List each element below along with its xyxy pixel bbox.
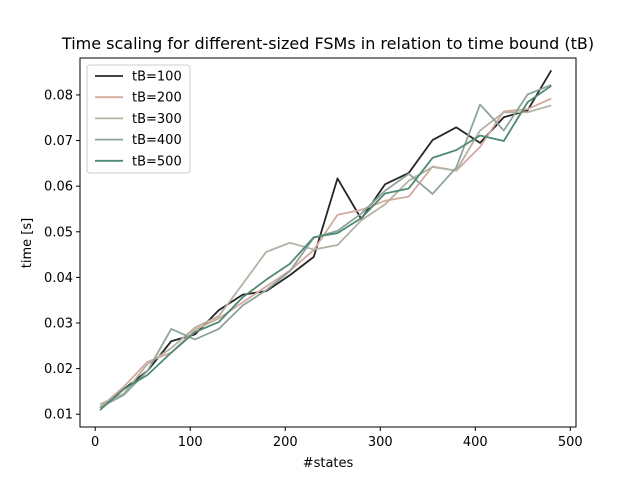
x-tick-label: 200 <box>273 435 298 450</box>
y-tick-label: 0.02 <box>44 362 73 377</box>
legend-label: tB=300 <box>132 112 182 127</box>
x-axis-label: #states <box>303 456 354 471</box>
series-line-1 <box>99 69 553 409</box>
y-tick-label: 0.01 <box>44 408 73 423</box>
x-tick-label: 400 <box>463 435 488 450</box>
legend-label: tB=200 <box>132 91 182 106</box>
legend-label: tB=400 <box>132 133 182 148</box>
legend-label: tB=500 <box>132 154 182 169</box>
legend-box <box>86 64 191 174</box>
y-tick-label: 0.07 <box>44 134 73 149</box>
series-line-5 <box>99 85 552 411</box>
x-tick-label: 100 <box>178 435 203 450</box>
y-tick-label: 0.03 <box>44 317 73 332</box>
x-tick-label: 300 <box>368 435 393 450</box>
x-tick-label: 500 <box>558 435 583 450</box>
y-tick-label: 0.05 <box>44 225 73 240</box>
chart-title: Time scaling for different-sized FSMs in… <box>61 34 594 53</box>
y-axis-label: time [s] <box>20 218 35 268</box>
y-tick-label: 0.06 <box>44 180 73 195</box>
plot-area: 0 100 200 300 400 500 0.01 0.02 0.03 0.04 0.05 0.06… <box>44 57 583 450</box>
legend-label: tB=100 <box>132 70 182 85</box>
plot-frame <box>79 57 577 428</box>
x-tick-label: 0 <box>91 435 99 450</box>
y-tick-label: 0.04 <box>44 271 73 286</box>
y-tick-label: 0.08 <box>44 88 73 103</box>
